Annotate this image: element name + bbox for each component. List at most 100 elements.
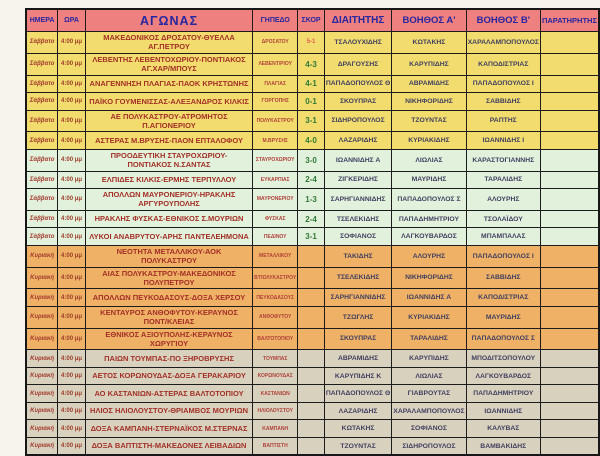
referee-cell: ΣΟΦΙΑΝΟΣ [323, 227, 393, 246]
observer-cell [539, 131, 600, 150]
time-cell: 4:00 μμ [57, 74, 86, 93]
match-cell: ΠΑΪΚΟ ΓΟΥΜΕΝΙΣΣΑΣ-ΑΛΕΞΑΝΔΡΟΣ ΚΙΛΚΙΣ [84, 92, 254, 111]
table-header: ΗΜΕΡΑ ΩΡΑ ΑΓΩΝΑΣ ΓΗΠΕΔΟ ΣΚΟΡ ΔΙΑΙΤΗΤΗΣ Β… [25, 8, 600, 32]
observer-cell [539, 327, 600, 351]
observer-cell [539, 366, 600, 386]
venue-cell: ΑΝΘΟΦΥΤΟΥ [252, 305, 299, 329]
table-row: Κυριακή 4:00 μμ ΠΑΙΩΝ ΤΟΥΜΠΑΣ-ΠΟ ΞΗΡΟΒΡΥΣΗ… [25, 349, 600, 368]
score-cell: 2-4 [297, 209, 325, 229]
assistant-a-cell: ΓΙΑΒΡΟΥΤΑΣ [391, 384, 467, 403]
venue-cell: ΜΕΤΑΛΛΙΚΟΥ [252, 244, 299, 268]
assistant-b-cell: ΚΑΠΟΔΙΣΤΡΙΑΣ [465, 288, 541, 307]
table-row: Σάββατο 4:00 μμ ΜΑΚΕΔΟΝΙΚΟΣ ΔΡΟΣΑΤΟΥ-ΘΥΕΛΛ… [25, 31, 600, 54]
match-cell: ΠΑΙΩΝ ΤΟΥΜΠΑΣ-ΠΟ ΞΗΡΟΒΡΥΣΗΣ [84, 349, 254, 368]
day-cell: Σάββατο [25, 188, 59, 211]
day-cell: Σάββατο [25, 109, 59, 133]
score-cell [297, 349, 325, 368]
day-cell: Σάββατο [25, 227, 59, 246]
table-row: Σάββατο 4:00 μμ ΑΣΤΕΡΑΣ Μ.ΒΡΥΣΗΣ-ΠΑΟΝ ΕΠΤΑ… [25, 131, 600, 150]
score-cell [297, 327, 325, 351]
day-cell: Σάββατο [25, 31, 59, 54]
assistant-a-cell: ΚΑΡΥΠΙΔΗΣ [391, 349, 467, 368]
day-cell: Σάββατο [25, 131, 59, 150]
header-match: ΑΓΩΝΑΣ [84, 8, 254, 32]
referee-cell: ΣΚΟΥΠΡΑΣ [323, 92, 393, 111]
score-cell [297, 305, 325, 329]
day-cell: Κυριακή [25, 349, 59, 368]
table-row: Κυριακή 4:00 μμ ΗΛΙΟΣ ΗΛΙΟΛΟΥΣΤΟΥ-ΘΡΙΑΜΒΟΣ… [25, 401, 600, 421]
observer-cell [539, 436, 600, 456]
time-cell: 4:00 μμ [57, 52, 86, 76]
assistant-a-cell: ΝΙΚΗΦΟΡΙΔΗΣ [391, 266, 467, 290]
match-cell: ΑΣΤΕΡΑΣ Μ.ΒΡΥΣΗΣ-ΠΑΟΝ ΕΠΤΑΛΟΦΟΥ [84, 131, 254, 150]
assistant-a-cell: ΤΑΡΑΛΙΔΗΣ [391, 327, 467, 351]
day-cell: Σάββατο [25, 148, 59, 172]
assistant-a-cell: ΙΩΑΝΝΙΔΗΣ Α [391, 288, 467, 307]
assistant-a-cell: ΠΑΠΑΔΟΠΟΥΛΟΣ Σ [391, 188, 467, 211]
fixtures-table: ΗΜΕΡΑ ΩΡΑ ΑΓΩΝΑΣ ΓΗΠΕΔΟ ΣΚΟΡ ΔΙΑΙΤΗΤΗΣ Β… [25, 8, 600, 456]
time-cell: 4:00 μμ [57, 384, 86, 403]
day-cell: Κυριακή [25, 384, 59, 403]
assistant-b-cell: ΤΑΡΑΛΙΔΗΣ [465, 170, 541, 189]
referee-cell: ΣΙΔΗΡΟΠΟΥΛΟΣ [323, 109, 393, 133]
score-cell: 3-1 [297, 227, 325, 246]
match-cell: ΑΕΤΟΣ ΚΟΡΩΝΟΥΔΑΣ-ΔΟΞΑ ΓΕΡΑΚΑΡΙΟΥ [84, 366, 254, 386]
referee-cell: ΤΖΩΓΛΗΣ [323, 305, 393, 329]
match-cell: ΕΘΝΙΚΟΣ ΑΞΙΟΥΠΟΛΗΣ-ΚΕΡΑΥΝΟΣ ΧΩΡΥΓΙΟΥ [84, 327, 254, 351]
score-cell: 5-1 [297, 31, 325, 54]
assistant-a-cell: ΚΑΡΥΠΙΔΗΣ [391, 52, 467, 76]
day-cell: Κυριακή [25, 366, 59, 386]
venue-cell: ΛΕΒΕΝΤ/ΡΙΟΥ [252, 52, 299, 76]
header-row: ΗΜΕΡΑ ΩΡΑ ΑΓΩΝΑΣ ΓΗΠΕΔΟ ΣΚΟΡ ΔΙΑΙΤΗΤΗΣ Β… [25, 8, 600, 32]
table-row: Σάββατο 4:00 μμ ΕΛΠΙΔΕΣ ΚΙΛΚΙΣ-ΕΡΜΗΣ ΤΕΡΠΥ… [25, 170, 600, 189]
time-cell: 4:00 μμ [57, 305, 86, 329]
assistant-b-cell: ΠΑΠΑΔΟΠΟΥΛΟΣ Ι [465, 74, 541, 93]
day-cell: Κυριακή [25, 419, 59, 438]
time-cell: 4:00 μμ [57, 188, 86, 211]
time-cell: 4:00 μμ [57, 349, 86, 368]
observer-cell [539, 109, 600, 133]
referee-cell: ΛΑΖΑΡΙΔΗΣ [323, 401, 393, 421]
table-row: Κυριακή 4:00 μμ ΑΠΟΛΛΩΝ ΠΕΥΚΟΔΑΣΟΥΣ-ΔΟΞΑ Χ… [25, 288, 600, 307]
header-referee: ΔΙΑΙΤΗΤΗΣ [323, 8, 393, 32]
assistant-b-cell: ΜΠΟΔΙΤΣΟΠΟΥΛΟΥ [465, 349, 541, 368]
day-cell: Κυριακή [25, 436, 59, 456]
assistant-a-cell: ΠΑΠΑΔΗΜΗΤΡΙΟΥ [391, 209, 467, 229]
time-cell: 4:00 μμ [57, 92, 86, 111]
table-row: Κυριακή 4:00 μμ ΔΟΞΑ ΒΑΠΤΙΣΤΗ-ΜΑΚΕΔΟΝΕΣ ΛΕ… [25, 436, 600, 456]
table-row: Σάββατο 4:00 μμ ΑΕ ΠΟΛΥΚΑΣΤΡΟΥ-ΑΤΡΟΜΗΤΟΣ Π… [25, 109, 600, 133]
referee-cell: ΑΒΡΑΜΙΔΗΣ [323, 349, 393, 368]
time-cell: 4:00 μμ [57, 266, 86, 290]
time-cell: 4:00 μμ [57, 366, 86, 386]
score-cell: 4-1 [297, 74, 325, 93]
match-cell: ΛΕΒΕΝΤΗΣ ΛΕΒΕΝΤΟΧΩΡΙΟΥ-ΠΟΝΤΙΑΚΟΣ ΑΓ.ΧΑΡ/… [84, 52, 254, 76]
observer-cell [539, 305, 600, 329]
match-cell: ΑΠΟΛΛΩΝ ΜΑΥΡΟΝΕΡΙΟΥ-ΗΡΑΚΛΗΣ ΑΡΓΥΡΟΥΠΟΛΗΣ [84, 188, 254, 211]
header-observer: ΠΑΡΑΤΗΡΗΤΗΣ [539, 8, 600, 32]
referee-cell: ΠΑΠΑΔΟΠΟΥΛΟΣ Θ [323, 74, 393, 93]
table-row: Κυριακή 4:00 μμ ΝΕΟΤΗΤΑ ΜΕΤΑΛΛΙΚΟΥ-ΑΟΚ ΠΟΛ… [25, 244, 600, 268]
time-cell: 4:00 μμ [57, 209, 86, 229]
match-cell: ΗΡΑΚΛΗΣ ΦΥΣΚΑΣ-ΕΘΝΙΚΟΣ Σ.ΜΟΥΡΙΩΝ [84, 209, 254, 229]
assistant-b-cell: ΛΑΓΚΟΥΒΑΡΔΟΣ [465, 366, 541, 386]
score-cell [297, 288, 325, 307]
score-cell [297, 419, 325, 438]
table-row: Σάββατο 4:00 μμ ΛΥΚΟΙ ΑΝΑΒΡΥΤΟΥ-ΑΡΗΣ ΠΑΝΤΕ… [25, 227, 600, 246]
assistant-b-cell: ΚΑΡΑΣΤΟΓΙΑΝΝΗΣ [465, 148, 541, 172]
assistant-a-cell: ΑΒΡΑΜΙΔΗΣ [391, 74, 467, 93]
venue-cell: ΦΥΣΚΑΣ [252, 209, 299, 229]
day-cell: Σάββατο [25, 52, 59, 76]
observer-cell [539, 419, 600, 438]
score-cell: 3-1 [297, 109, 325, 133]
assistant-a-cell: ΣΟΦΙΑΝΟΣ [391, 419, 467, 438]
score-cell [297, 244, 325, 268]
assistant-b-cell: ΣΑΒΒΙΔΗΣ [465, 266, 541, 290]
observer-cell [539, 52, 600, 76]
table-row: Σάββατο 4:00 μμ ΠΡΟΟΔΕΥΤΙΚΗ ΣΤΑΥΡΟΧΩΡΙΟΥ-Π… [25, 148, 600, 172]
time-cell: 4:00 μμ [57, 227, 86, 246]
score-cell [297, 266, 325, 290]
score-cell: 3-0 [297, 148, 325, 172]
venue-cell: ΣΤΑΥΡΟΧΩΡΙΟΥ [252, 148, 299, 172]
referee-cell: ΤΣΕΛΕΚΙΔΗΣ [323, 266, 393, 290]
header-assistant-a: ΒΟΗΘΟΣ Α' [391, 8, 467, 32]
